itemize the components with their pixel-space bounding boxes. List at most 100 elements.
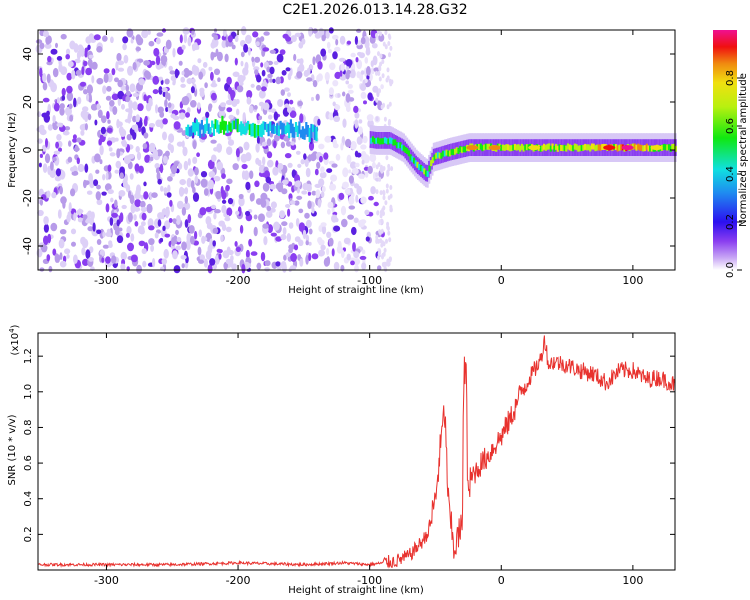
spectrogram-noise-cell xyxy=(232,71,240,78)
spectrogram-noise-cell xyxy=(256,74,262,83)
spectrogram-noise-cell xyxy=(87,59,93,67)
spectrogram-noise-cell xyxy=(216,51,223,62)
spectrogram-noise-cell xyxy=(326,248,330,256)
spectrogram-noise-cell xyxy=(350,69,356,79)
spectrogram-noise-cell xyxy=(163,248,169,259)
spectrogram-noise-cell xyxy=(166,192,172,198)
spectrogram-noise-cell xyxy=(266,205,272,212)
spectrogram-noise-cell xyxy=(132,115,137,123)
spectrogram-noise-cell xyxy=(187,36,192,47)
spectrogram-noise-cell xyxy=(50,222,58,232)
spectrogram-noise-cell xyxy=(61,95,66,101)
spectrogram-noise-cell xyxy=(269,78,273,83)
spectrogram-noise-cell xyxy=(151,192,158,199)
spectrogram-noise-cell xyxy=(73,212,77,222)
spectrogram-band-cell xyxy=(558,144,561,151)
spectrogram-noise-cell xyxy=(318,225,324,232)
spectrogram-noise-cell xyxy=(96,199,103,206)
spectrogram-noise-cell xyxy=(86,84,93,95)
spectrogram-noise-cell xyxy=(75,69,82,76)
spectrogram-noise-cell xyxy=(375,70,378,76)
spectrogram-band-cell xyxy=(548,143,551,150)
spectrogram-noise-cell xyxy=(163,187,168,194)
spectrogram-noise-cell xyxy=(143,70,150,79)
spectrogram-x-tick-label: 0 xyxy=(498,274,505,287)
spectrogram-noise-cell xyxy=(109,217,114,226)
spectrogram-noise-cell xyxy=(332,80,339,87)
spectrogram-noise-cell xyxy=(53,150,61,155)
spectrogram-band-cell xyxy=(618,144,621,151)
spectrogram-band-cell xyxy=(296,125,299,137)
spectrogram-noise-cell xyxy=(385,77,389,83)
spectrogram-noise-cell xyxy=(360,196,367,204)
spectrogram-noise-cell xyxy=(241,26,247,36)
spectrogram-band-cell xyxy=(197,122,200,136)
spectrogram-noise-cell xyxy=(148,40,155,47)
spectrogram-noise-cell xyxy=(128,190,132,199)
spectrogram-noise-cell xyxy=(289,110,297,118)
spectrogram-noise-cell xyxy=(382,205,386,211)
spectrogram-noise-cell xyxy=(64,126,71,131)
spectrogram-noise-cell xyxy=(55,42,58,49)
spectrogram-noise-cell xyxy=(125,232,130,238)
spectrogram-band-cell xyxy=(566,143,570,150)
colorbar-tick-label: 0.6 xyxy=(725,118,736,134)
spectrogram-noise-cell xyxy=(209,258,216,266)
spectrogram-noise-cell xyxy=(70,228,77,235)
spectrogram-noise-cell xyxy=(385,238,388,244)
spectrogram-noise-cell xyxy=(304,212,310,219)
spectrogram-noise-cell xyxy=(382,166,386,171)
spectrogram-noise-cell xyxy=(76,137,82,143)
spectrogram-band-cell xyxy=(243,126,246,135)
spectrogram-band-cell xyxy=(192,122,195,133)
spectrogram-noise-cell xyxy=(93,34,101,41)
spectrogram-band-cell xyxy=(260,123,263,138)
spectrogram-band-cell xyxy=(440,152,443,159)
spectrogram-band-cell xyxy=(460,147,464,154)
spectrogram-noise-cell xyxy=(217,77,221,82)
spectrogram-noise-cell xyxy=(294,32,302,38)
spectrogram-band-cell xyxy=(594,145,597,152)
spectrogram-noise-cell xyxy=(199,87,205,94)
spectrogram-noise-cell xyxy=(135,114,140,122)
spectrogram-noise-cell xyxy=(184,219,189,228)
spectrogram-noise-cell xyxy=(289,265,297,271)
spectrogram-noise-cell xyxy=(352,242,356,252)
spectrogram-band-cell xyxy=(517,144,520,151)
spectrogram-noise-cell xyxy=(388,119,391,124)
spectrogram-noise-cell xyxy=(275,76,282,85)
spectrogram-noise-cell xyxy=(370,186,376,195)
spectrogram-noise-cell xyxy=(181,140,185,149)
spectrogram-noise-cell xyxy=(72,134,77,140)
spectrogram-noise-cell xyxy=(158,76,163,81)
spectrogram-noise-cell xyxy=(364,209,370,215)
spectrogram-noise-cell xyxy=(378,249,382,255)
spectrogram-noise-cell xyxy=(91,75,95,84)
spectrogram-noise-cell xyxy=(298,222,306,233)
spectrogram-noise-cell xyxy=(345,80,350,85)
spectrogram-noise-cell xyxy=(183,33,188,44)
spectrogram-noise-cell xyxy=(338,57,346,62)
spectrogram-noise-cell xyxy=(175,215,181,225)
spectrogram-noise-cell xyxy=(140,194,144,200)
spectrogram-noise-cell xyxy=(102,174,106,181)
spectrogram-noise-cell xyxy=(321,186,326,193)
spectrogram-noise-cell xyxy=(388,78,392,84)
spectrogram-noise-cell xyxy=(152,149,159,159)
spectrogram-noise-cell xyxy=(346,154,352,164)
spectrogram-noise-cell xyxy=(76,210,82,215)
spectrogram-band-cell xyxy=(673,143,676,150)
spectrogram-noise-cell xyxy=(82,258,89,266)
spectrogram-noise-cell xyxy=(243,43,249,53)
spectrogram-noise-cell xyxy=(288,222,294,229)
spectrogram-noise-cell xyxy=(295,218,300,227)
spectrogram-noise-cell xyxy=(110,197,114,203)
spectrogram-noise-cell xyxy=(181,241,187,251)
spectrogram-noise-cell xyxy=(73,43,79,53)
spectrogram-noise-cell xyxy=(340,264,345,272)
spectrogram-noise-cell xyxy=(349,161,357,169)
spectrogram-noise-cell xyxy=(371,43,378,49)
spectrogram-band-cell xyxy=(401,144,404,151)
spectrogram-band-cell xyxy=(257,124,260,136)
spectrogram-noise-cell xyxy=(226,178,233,185)
